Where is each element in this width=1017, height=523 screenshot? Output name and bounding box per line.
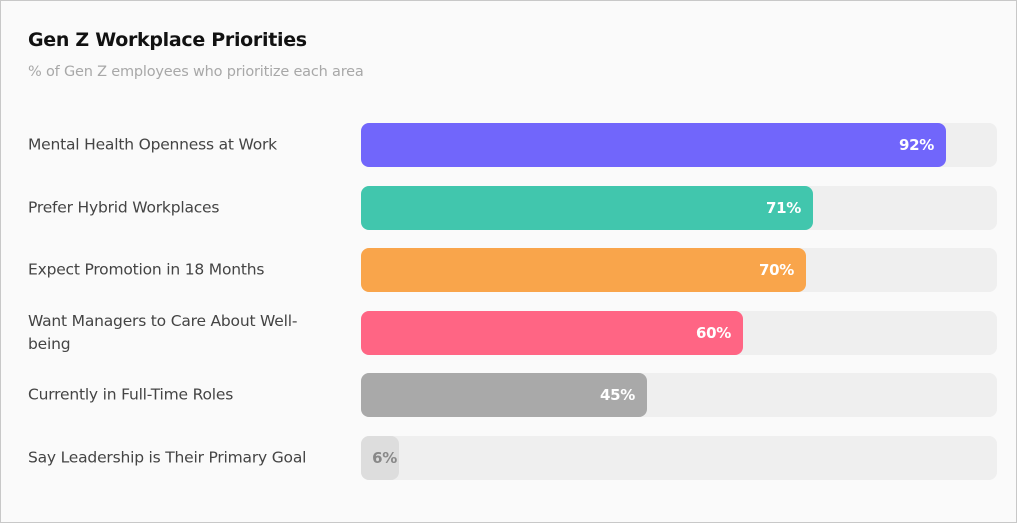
bar-fill: 70% <box>361 248 806 292</box>
bar-track: 71% <box>361 186 997 230</box>
category-label: Say Leadership is Their Primary Goal <box>28 448 307 467</box>
chart-title: Gen Z Workplace Priorities <box>28 29 307 51</box>
bar-fill: 6% <box>361 436 399 480</box>
category-label: Want Managers to Care About Well-being <box>28 312 298 353</box>
bar-row: Mental Health Openness at Work 92% <box>1 123 1016 167</box>
value-label: 71% <box>765 199 801 217</box>
category-label: Expect Promotion in 18 Months <box>28 260 265 279</box>
bar-row: Want Managers to Care About Well-being 60… <box>1 311 1016 355</box>
value-label: 6% <box>372 449 397 467</box>
bar-track: 6% <box>361 436 997 480</box>
bar-track: 60% <box>361 311 997 355</box>
bar-track: 92% <box>361 123 997 167</box>
category-label: Mental Health Openness at Work <box>28 135 277 154</box>
bar-row: Currently in Full-Time Roles 45% <box>1 373 1016 417</box>
bar-row: Prefer Hybrid Workplaces 71% <box>1 186 1016 230</box>
value-label: 92% <box>898 136 934 154</box>
value-label: 45% <box>599 386 635 404</box>
value-label: 70% <box>758 261 794 279</box>
bar-fill: 45% <box>361 373 647 417</box>
bar-row: Say Leadership is Their Primary Goal 6% <box>1 436 1016 480</box>
bar-fill: 71% <box>361 186 813 230</box>
bar-track: 70% <box>361 248 997 292</box>
bar-fill: 92% <box>361 123 946 167</box>
bar-row: Expect Promotion in 18 Months 70% <box>1 248 1016 292</box>
bar-fill: 60% <box>361 311 743 355</box>
value-label: 60% <box>695 324 731 342</box>
category-label: Prefer Hybrid Workplaces <box>28 198 220 217</box>
chart-subtitle: % of Gen Z employees who prioritize each… <box>28 64 364 80</box>
bar-track: 45% <box>361 373 997 417</box>
category-label: Currently in Full-Time Roles <box>28 385 234 404</box>
